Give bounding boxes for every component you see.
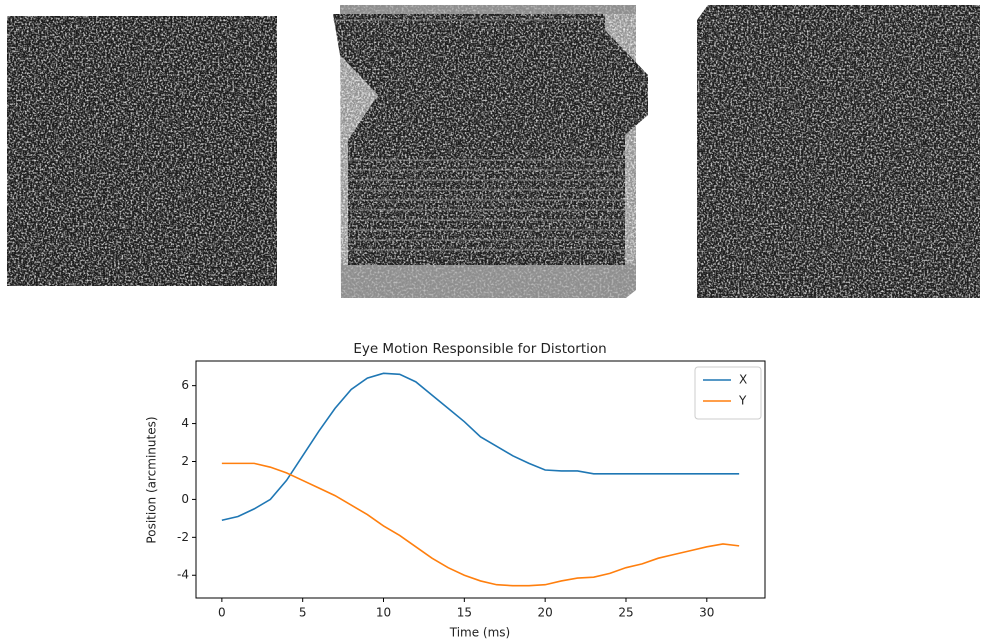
data-line: [221, 372, 740, 522]
x-tick-label: 30: [699, 606, 714, 620]
x-tick-label: 25: [618, 606, 633, 620]
legend-box: [694, 366, 762, 420]
y-tick-label: -2: [177, 530, 189, 544]
legend-label: Y: [738, 394, 747, 408]
plot-frame: [195, 360, 766, 599]
y-tick-label: 2: [181, 454, 189, 468]
y-tick-label: -4: [177, 568, 189, 582]
y-tick-label: 4: [181, 416, 189, 430]
image-panel: [333, 5, 648, 298]
x-axis-label: Time (ms): [449, 626, 511, 640]
chart-title: Eye Motion Responsible for Distortion: [353, 341, 606, 357]
x-tick-label: 20: [538, 606, 553, 620]
x-tick-label: 15: [457, 606, 472, 620]
image-panel: [697, 5, 980, 298]
data-line: [221, 462, 740, 587]
x-tick-label: 10: [376, 606, 391, 620]
y-tick-label: 0: [181, 492, 189, 506]
x-tick-label: 5: [299, 606, 307, 620]
x-tick-label: 0: [218, 606, 226, 620]
y-tick-label: 6: [181, 378, 189, 392]
legend-label: X: [739, 373, 747, 387]
image-panel: [7, 16, 277, 286]
y-axis-label: Position (arcminutes): [145, 416, 159, 543]
